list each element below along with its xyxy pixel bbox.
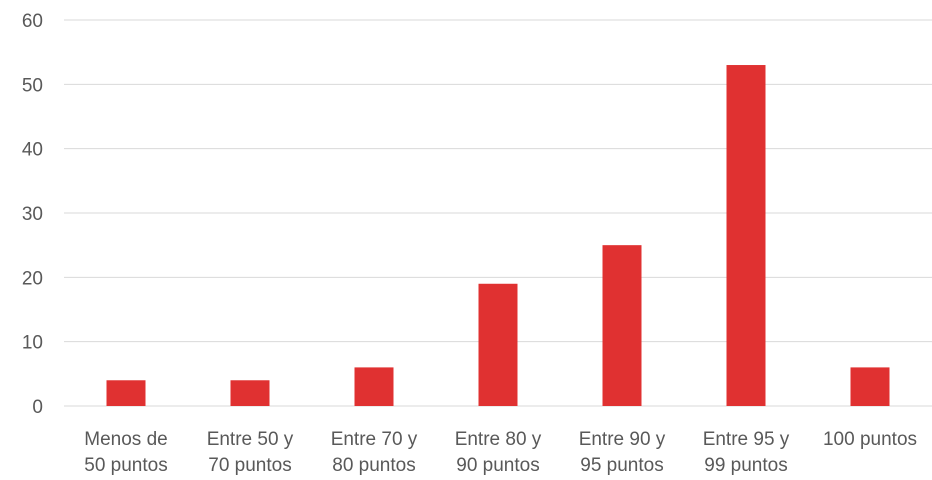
x-category-label-line: Entre 90 y: [579, 429, 666, 450]
bar: [106, 380, 146, 406]
x-category-label: Entre 80 y 90 puntos: [455, 429, 542, 476]
bar: [354, 367, 394, 406]
y-tick-label: 50: [22, 75, 43, 96]
y-tick-label: 20: [22, 268, 43, 289]
x-category-label: 100 puntos: [823, 429, 917, 450]
y-tick-label: 40: [22, 140, 43, 161]
bar: [850, 367, 890, 406]
x-category-label-line: 90 puntos: [456, 455, 539, 476]
x-category-label: Entre 90 y 95 puntos: [579, 429, 666, 476]
x-category-label-line: 100 puntos: [823, 429, 917, 450]
x-category-label-line: 95 puntos: [580, 455, 663, 476]
x-category-label-line: Entre 80 y: [455, 429, 542, 450]
y-tick-label: 10: [22, 333, 43, 354]
x-category-label-line: Entre 50 y: [207, 429, 294, 450]
y-tick-label: 0: [32, 397, 43, 418]
bars: [106, 65, 890, 407]
x-category-label: Entre 95 y 99 puntos: [703, 429, 790, 476]
x-category-label-line: 50 puntos: [84, 455, 167, 476]
x-category-label: Entre 70 y 80 puntos: [331, 429, 418, 476]
bar: [726, 65, 766, 407]
y-tick-label: 30: [22, 204, 43, 225]
bar: [478, 283, 518, 406]
x-category-label-line: Entre 70 y: [331, 429, 418, 450]
x-category-label-line: 80 puntos: [332, 455, 415, 476]
x-category-label-line: 99 puntos: [704, 455, 787, 476]
gridlines: [64, 19, 932, 407]
x-category-label: Menos de 50 puntos: [84, 429, 167, 476]
x-category-label-line: Menos de: [84, 429, 167, 450]
y-tick-label: 60: [22, 11, 43, 32]
bar: [230, 380, 270, 406]
x-category-label-line: 70 puntos: [208, 455, 291, 476]
x-category-label: Entre 50 y 70 puntos: [207, 429, 294, 476]
y-axis-tick-labels: 0 10 20 30 40 50 60: [22, 11, 43, 418]
bar: [602, 245, 642, 406]
x-category-label-line: Entre 95 y: [703, 429, 790, 450]
